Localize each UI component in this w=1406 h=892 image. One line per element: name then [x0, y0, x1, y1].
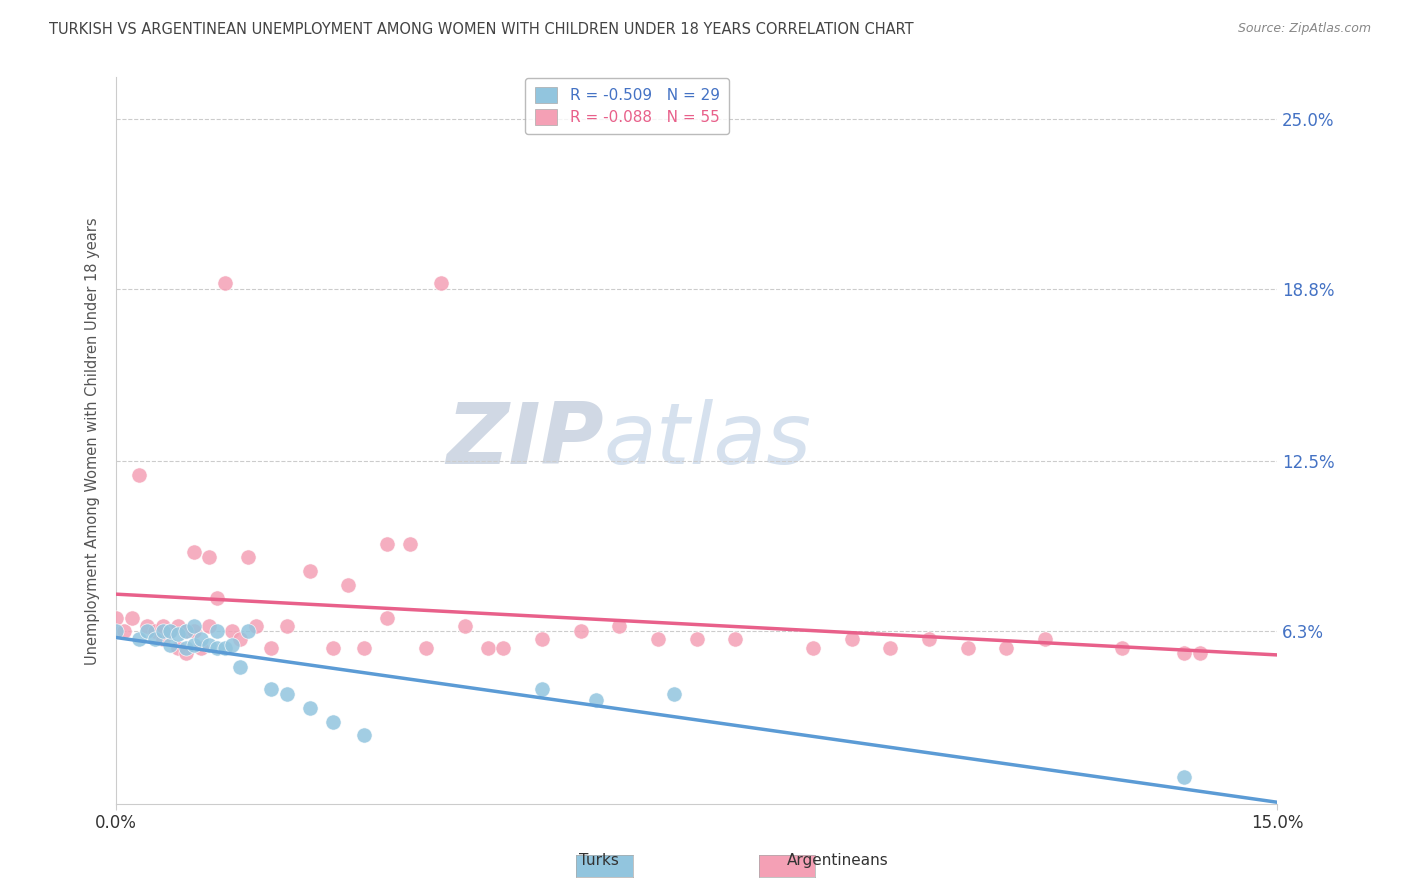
Point — [221, 638, 243, 652]
Point — [183, 545, 205, 559]
Point — [276, 619, 298, 633]
Point — [205, 624, 228, 639]
Point — [260, 681, 283, 696]
Point — [143, 624, 166, 639]
Point — [453, 619, 475, 633]
Point — [236, 624, 259, 639]
Point — [174, 624, 197, 639]
Point — [1188, 646, 1211, 660]
Point — [647, 632, 669, 647]
Point — [956, 640, 979, 655]
Point — [152, 624, 174, 639]
Point — [245, 619, 267, 633]
Point — [1033, 632, 1056, 647]
Point — [221, 624, 243, 639]
Point — [198, 550, 221, 565]
Point — [214, 276, 236, 290]
Point — [205, 640, 228, 655]
Point — [105, 624, 128, 639]
Point — [477, 640, 499, 655]
Point — [1111, 640, 1133, 655]
Point — [167, 619, 190, 633]
Point — [159, 624, 181, 639]
Text: Argentineans: Argentineans — [787, 853, 889, 868]
Text: Turks: Turks — [579, 853, 619, 868]
Point — [375, 536, 398, 550]
Point — [152, 632, 174, 647]
Point — [183, 624, 205, 639]
Point — [152, 619, 174, 633]
Point — [205, 591, 228, 606]
Point — [174, 624, 197, 639]
Point — [1173, 646, 1195, 660]
Point — [530, 681, 553, 696]
Point — [174, 646, 197, 660]
Point — [585, 693, 607, 707]
Point — [198, 619, 221, 633]
Point — [136, 619, 159, 633]
Point — [298, 701, 321, 715]
Point — [167, 627, 190, 641]
Point — [662, 687, 685, 701]
Point — [530, 632, 553, 647]
Point — [159, 624, 181, 639]
Point — [105, 610, 128, 624]
Y-axis label: Unemployment Among Women with Children Under 18 years: Unemployment Among Women with Children U… — [86, 217, 100, 665]
Point — [190, 640, 212, 655]
Point — [353, 728, 375, 742]
Point — [136, 624, 159, 639]
Point — [236, 550, 259, 565]
Text: TURKISH VS ARGENTINEAN UNEMPLOYMENT AMONG WOMEN WITH CHILDREN UNDER 18 YEARS COR: TURKISH VS ARGENTINEAN UNEMPLOYMENT AMON… — [49, 22, 914, 37]
Point — [337, 577, 360, 591]
Point — [121, 610, 143, 624]
Point — [105, 624, 128, 639]
Point — [183, 619, 205, 633]
Point — [415, 640, 437, 655]
Point — [430, 276, 453, 290]
Point — [143, 632, 166, 647]
Point — [841, 632, 863, 647]
Point — [276, 687, 298, 701]
Point — [214, 640, 236, 655]
Point — [174, 640, 197, 655]
Point — [298, 564, 321, 578]
Point — [995, 640, 1018, 655]
Point — [260, 640, 283, 655]
Point — [399, 536, 422, 550]
Point — [322, 640, 344, 655]
Point — [190, 632, 212, 647]
Text: atlas: atlas — [605, 400, 811, 483]
Point — [322, 714, 344, 729]
Point — [724, 632, 747, 647]
Point — [112, 624, 135, 639]
Point — [159, 638, 181, 652]
Point — [353, 640, 375, 655]
Text: ZIP: ZIP — [446, 400, 605, 483]
Point — [1173, 770, 1195, 784]
Legend: R = -0.509   N = 29, R = -0.088   N = 55: R = -0.509 N = 29, R = -0.088 N = 55 — [526, 78, 728, 134]
Point — [128, 632, 150, 647]
Point — [229, 632, 252, 647]
Point — [198, 638, 221, 652]
Point — [918, 632, 941, 647]
Point — [128, 467, 150, 482]
Point — [229, 660, 252, 674]
Point — [375, 610, 398, 624]
Point — [609, 619, 631, 633]
Point — [879, 640, 901, 655]
Point — [686, 632, 709, 647]
Point — [167, 640, 190, 655]
Text: Source: ZipAtlas.com: Source: ZipAtlas.com — [1237, 22, 1371, 36]
Point — [492, 640, 515, 655]
Point — [569, 624, 592, 639]
Point — [801, 640, 824, 655]
Point — [183, 638, 205, 652]
